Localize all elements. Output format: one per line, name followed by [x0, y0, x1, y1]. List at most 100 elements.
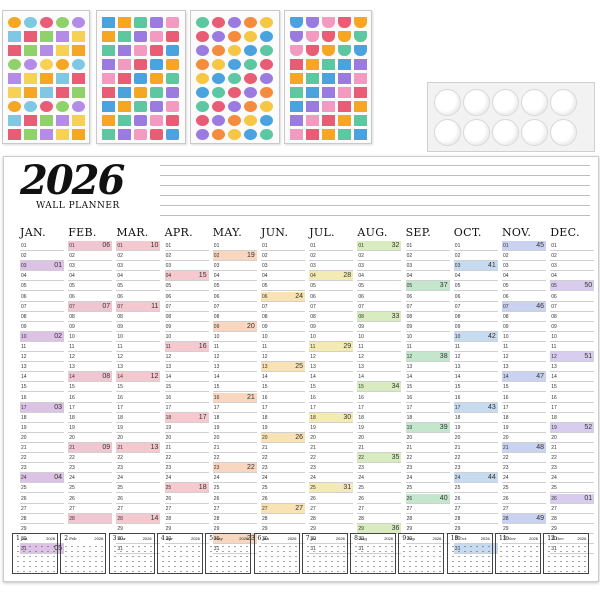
- day-row[interactable]: 05: [68, 281, 113, 292]
- day-row[interactable]: 08: [309, 312, 354, 322]
- day-row[interactable]: 19: [116, 423, 161, 433]
- day-row[interactable]: 15: [550, 382, 595, 393]
- day-row[interactable]: 12: [20, 352, 64, 363]
- day-row[interactable]: 28: [68, 513, 113, 524]
- day-row[interactable]: 20: [405, 433, 450, 443]
- day-row[interactable]: 04: [550, 271, 595, 282]
- day-row[interactable]: 02: [550, 251, 595, 262]
- day-row[interactable]: 12: [68, 352, 113, 363]
- day-row[interactable]: 17: [261, 403, 305, 413]
- day-row[interactable]: 06: [502, 292, 546, 302]
- day-row[interactable]: 05: [212, 281, 257, 292]
- day-row[interactable]: 13: [357, 362, 402, 373]
- day-row[interactable]: 25 31: [309, 483, 354, 494]
- day-row[interactable]: 28: [405, 514, 450, 524]
- day-row[interactable]: 10: [212, 332, 257, 342]
- day-row[interactable]: 22: [550, 453, 595, 464]
- day-row[interactable]: 09: [453, 322, 498, 332]
- day-row[interactable]: 05: [502, 281, 546, 292]
- day-row[interactable]: 10: [550, 332, 595, 342]
- day-row[interactable]: 05: [357, 281, 402, 292]
- day-row[interactable]: 25: [116, 483, 161, 494]
- day-row[interactable]: 16: [116, 393, 161, 403]
- day-row[interactable]: 28: [20, 514, 64, 524]
- day-row[interactable]: 01 32: [357, 241, 402, 251]
- day-row[interactable]: 26: [68, 494, 113, 504]
- day-row[interactable]: 09: [502, 322, 546, 332]
- day-row[interactable]: 19: [261, 423, 305, 433]
- day-row[interactable]: 16: [68, 393, 113, 403]
- day-row[interactable]: 18: [357, 413, 402, 423]
- day-row[interactable]: 18: [68, 413, 113, 423]
- day-row[interactable]: 16: [261, 393, 305, 403]
- day-row[interactable]: 03: [68, 261, 113, 272]
- day-row[interactable]: 04 28: [309, 271, 354, 282]
- day-row[interactable]: 14: [20, 372, 64, 383]
- day-row[interactable]: 12 38: [405, 352, 450, 363]
- day-row[interactable]: 16: [20, 393, 64, 403]
- day-row[interactable]: 04: [261, 271, 305, 282]
- day-row[interactable]: 23: [164, 463, 209, 474]
- day-row[interactable]: 11: [20, 342, 64, 352]
- day-row[interactable]: 22: [261, 453, 305, 464]
- day-row[interactable]: 22: [309, 453, 354, 464]
- day-row[interactable]: 08: [261, 312, 305, 322]
- day-row[interactable]: 13: [550, 362, 595, 373]
- day-row[interactable]: 09: [309, 322, 354, 332]
- day-row[interactable]: 12 51: [550, 352, 595, 363]
- day-row[interactable]: 27: [502, 504, 546, 514]
- day-row[interactable]: 21: [20, 443, 64, 453]
- day-row[interactable]: 06: [357, 292, 402, 302]
- day-row[interactable]: 14: [357, 372, 402, 383]
- day-row[interactable]: 12: [502, 352, 546, 363]
- day-row[interactable]: 23 22: [212, 463, 257, 474]
- day-row[interactable]: 04: [212, 271, 257, 282]
- day-row[interactable]: 23: [116, 463, 161, 474]
- day-row[interactable]: 21 13: [116, 443, 161, 453]
- day-row[interactable]: 14: [212, 372, 257, 383]
- day-row[interactable]: 17: [116, 403, 161, 413]
- day-row[interactable]: 13 25: [261, 362, 305, 373]
- day-row[interactable]: 08 33: [357, 311, 402, 322]
- day-row[interactable]: 11: [261, 342, 305, 352]
- day-row[interactable]: 24: [116, 473, 161, 484]
- day-row[interactable]: 03: [261, 261, 305, 272]
- day-row[interactable]: 07: [550, 302, 595, 312]
- day-row[interactable]: 12: [261, 352, 305, 363]
- day-row[interactable]: 18: [212, 413, 257, 423]
- day-row[interactable]: 28: [550, 514, 595, 524]
- day-row[interactable]: 21 09: [68, 443, 113, 453]
- day-row[interactable]: 11: [212, 342, 257, 352]
- day-row[interactable]: 07: [309, 302, 354, 312]
- day-row[interactable]: 05: [309, 281, 354, 292]
- day-row[interactable]: 06: [212, 292, 257, 302]
- day-row[interactable]: 07 46: [502, 301, 546, 312]
- day-row[interactable]: 19 39: [405, 422, 450, 433]
- day-row[interactable]: 24 44: [453, 473, 498, 484]
- day-row[interactable]: 14: [164, 372, 209, 383]
- day-row[interactable]: 20: [116, 433, 161, 443]
- day-row[interactable]: 28: [453, 514, 498, 524]
- day-row[interactable]: 08: [453, 312, 498, 322]
- day-row[interactable]: 08: [502, 312, 546, 322]
- day-row[interactable]: 10: [405, 332, 450, 342]
- day-row[interactable]: 15: [212, 382, 257, 393]
- day-row[interactable]: 18: [261, 413, 305, 423]
- day-row[interactable]: 12: [453, 352, 498, 363]
- day-row[interactable]: 13: [116, 362, 161, 373]
- day-row[interactable]: 23: [68, 463, 113, 474]
- day-row[interactable]: 01 10: [116, 241, 161, 251]
- day-row[interactable]: 14: [405, 372, 450, 383]
- day-row[interactable]: 05: [164, 281, 209, 292]
- day-row[interactable]: 23: [405, 463, 450, 474]
- day-row[interactable]: 01: [453, 241, 498, 251]
- day-row[interactable]: 03: [212, 261, 257, 272]
- day-row[interactable]: 22 35: [357, 453, 402, 464]
- day-row[interactable]: 27: [212, 504, 257, 514]
- day-row[interactable]: 13: [212, 362, 257, 373]
- day-row[interactable]: 23: [309, 463, 354, 474]
- day-row[interactable]: 05 37: [405, 281, 450, 292]
- day-row[interactable]: 25: [20, 483, 64, 494]
- day-row[interactable]: 22: [212, 453, 257, 464]
- day-row[interactable]: 05: [453, 281, 498, 292]
